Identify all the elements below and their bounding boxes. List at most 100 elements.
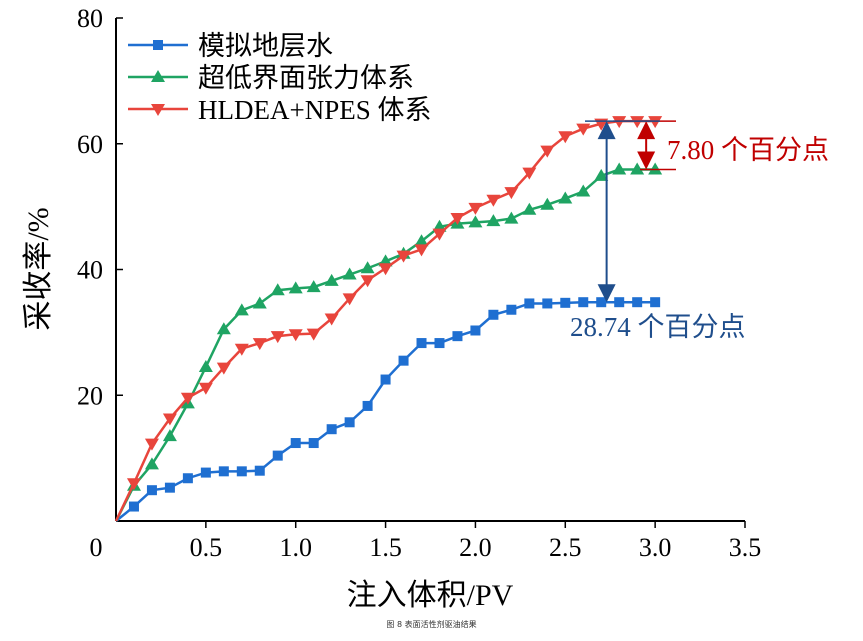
legend-marker	[153, 40, 163, 50]
data-point	[594, 168, 609, 181]
data-point	[290, 438, 301, 449]
data-point	[198, 382, 213, 395]
data-point	[162, 413, 177, 426]
annotations: 7.80 个百分点 28.74 个百分点	[570, 120, 829, 342]
x-tick-label: 1.0	[279, 533, 312, 562]
data-point	[614, 297, 625, 308]
x-tick-label: 3.5	[729, 533, 762, 562]
data-point	[540, 197, 555, 210]
series-line	[114, 168, 656, 522]
data-point	[126, 478, 141, 491]
data-point	[414, 244, 429, 257]
data-point	[146, 485, 157, 496]
data-point	[234, 303, 249, 316]
data-point	[306, 280, 321, 293]
data-point	[452, 331, 463, 342]
y-tick-label: 80	[77, 4, 103, 33]
annotation-gap-1: 7.80 个百分点	[613, 120, 829, 171]
x-axis-label: 注入体积/PV	[347, 579, 514, 612]
y-axis-label: 采收率/%	[22, 207, 55, 330]
annotation-gap-2: 28.74 个百分点	[570, 120, 746, 342]
x-tick-label: 2.0	[459, 533, 492, 562]
data-point	[648, 116, 663, 129]
data-point	[144, 438, 159, 451]
data-point	[416, 338, 427, 349]
data-point	[144, 457, 159, 470]
data-point	[578, 297, 589, 308]
data-point	[450, 212, 465, 225]
data-point	[216, 322, 231, 335]
data-point	[648, 162, 663, 175]
data-point	[506, 304, 517, 315]
legend-marker	[151, 70, 165, 82]
data-point	[612, 116, 627, 129]
data-point	[470, 325, 481, 336]
y-tick-label: 20	[77, 381, 103, 410]
data-point	[504, 211, 519, 224]
annotation-label: 7.80 个百分点	[667, 135, 829, 165]
x-tick-label: 0.5	[190, 533, 223, 562]
arrow-head-down	[637, 151, 656, 170]
data-point	[326, 424, 337, 435]
data-point	[612, 162, 627, 175]
data-point	[486, 214, 501, 227]
arrow-head-down	[597, 284, 616, 303]
y-tick-label: 40	[77, 256, 103, 285]
data-point	[324, 273, 339, 286]
data-point	[162, 429, 177, 442]
data-point	[360, 261, 375, 274]
x-tick-label: 3.0	[639, 533, 672, 562]
data-point	[254, 465, 265, 476]
series-layer	[114, 116, 663, 522]
series-3	[114, 116, 663, 522]
data-point	[488, 309, 499, 320]
data-point	[414, 234, 429, 247]
data-point	[342, 267, 357, 280]
arrow-head-up	[597, 121, 616, 140]
data-point	[576, 123, 591, 136]
data-point	[524, 298, 535, 309]
x-tick-label: 1.5	[369, 533, 402, 562]
axes: 0 0.5 1.0 1.5 2.0 2.5 3.0 3.5 20 40 60 80	[77, 4, 761, 562]
data-point	[596, 297, 607, 308]
data-point	[216, 362, 231, 375]
data-point	[468, 202, 483, 215]
arrow-head-up	[637, 121, 656, 140]
legend-label: 模拟地层水	[198, 31, 333, 61]
data-point	[342, 293, 357, 306]
data-point	[522, 167, 537, 180]
data-point	[504, 187, 519, 200]
data-point	[308, 438, 319, 449]
data-point	[272, 450, 283, 461]
data-point	[270, 283, 285, 296]
data-point	[630, 162, 645, 175]
y-tick-label: 60	[77, 130, 103, 159]
data-point	[252, 296, 267, 309]
data-point	[362, 400, 373, 411]
data-point	[360, 275, 375, 288]
data-point	[486, 194, 501, 207]
data-point	[270, 331, 285, 344]
data-point	[252, 338, 267, 351]
data-point	[576, 184, 591, 197]
data-point	[306, 328, 321, 341]
series-1	[115, 297, 661, 522]
legend-label: HLDEA+NPES 体系	[198, 95, 431, 125]
data-point	[558, 191, 573, 204]
data-point	[434, 338, 445, 349]
figure-caption: 图 8 表面活性剂驱油结果	[386, 620, 477, 629]
data-point	[288, 329, 303, 342]
data-point	[288, 281, 303, 294]
x-tick-label: 2.5	[549, 533, 582, 562]
annotation-label: 28.74 个百分点	[570, 312, 746, 342]
data-point	[200, 467, 211, 478]
legend-label: 超低界面张力体系	[198, 63, 414, 93]
data-point	[468, 215, 483, 228]
data-point	[234, 343, 249, 356]
data-point	[236, 466, 247, 477]
data-point	[632, 297, 643, 308]
data-point	[128, 501, 139, 512]
data-point	[182, 473, 193, 484]
